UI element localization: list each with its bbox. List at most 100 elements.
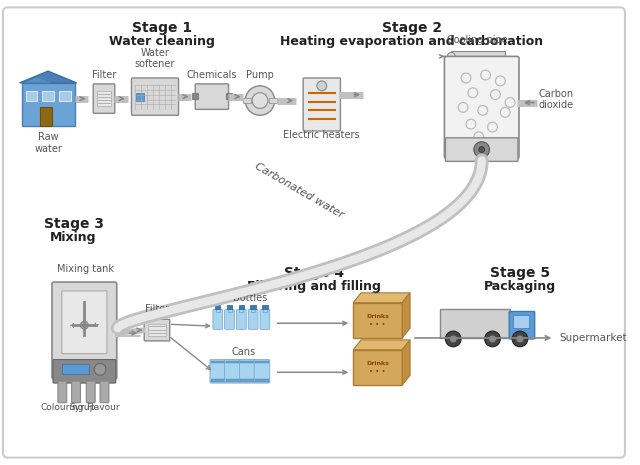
FancyBboxPatch shape (303, 78, 340, 131)
Bar (62, 365, 89, 374)
FancyBboxPatch shape (248, 310, 258, 329)
Polygon shape (402, 293, 410, 338)
Text: Syrup: Syrup (69, 403, 95, 412)
Bar (136, 93, 144, 100)
FancyBboxPatch shape (3, 7, 625, 458)
Text: Bottles: Bottles (233, 292, 268, 303)
FancyBboxPatch shape (52, 282, 116, 379)
Polygon shape (20, 71, 77, 83)
Text: Chemicals: Chemicals (187, 70, 237, 80)
Bar (243, 98, 251, 104)
Text: Heating evaporation and carbonation: Heating evaporation and carbonation (280, 34, 543, 47)
Text: Stage 5: Stage 5 (490, 266, 550, 280)
Bar (226, 93, 232, 99)
FancyBboxPatch shape (100, 381, 109, 403)
Bar (269, 98, 276, 104)
Polygon shape (24, 77, 51, 83)
Text: Electric heaters: Electric heaters (284, 130, 360, 140)
FancyBboxPatch shape (445, 138, 518, 161)
Bar (226, 360, 239, 364)
Circle shape (245, 86, 275, 115)
Text: Cooling pipe: Cooling pipe (447, 35, 508, 45)
Text: Flavour: Flavour (86, 403, 120, 412)
Bar (263, 306, 267, 312)
FancyBboxPatch shape (210, 359, 226, 383)
FancyBboxPatch shape (444, 56, 519, 159)
Text: Carbonated water: Carbonated water (253, 161, 346, 220)
Text: Mixing tank: Mixing tank (57, 264, 114, 274)
Circle shape (252, 93, 268, 108)
Bar (513, 315, 529, 328)
Bar (26, 91, 37, 100)
Bar (97, 91, 111, 106)
FancyBboxPatch shape (131, 78, 179, 115)
FancyBboxPatch shape (236, 310, 246, 329)
Bar (192, 93, 198, 99)
Circle shape (317, 81, 326, 91)
FancyBboxPatch shape (254, 359, 270, 383)
Text: Filter: Filter (145, 305, 169, 314)
Bar (251, 306, 255, 312)
FancyBboxPatch shape (72, 381, 81, 403)
Bar (440, 309, 510, 338)
FancyBboxPatch shape (509, 312, 534, 339)
Bar (59, 91, 70, 100)
FancyBboxPatch shape (239, 359, 255, 383)
FancyBboxPatch shape (195, 84, 228, 109)
FancyBboxPatch shape (62, 291, 107, 354)
Text: Water cleaning: Water cleaning (109, 34, 215, 47)
Circle shape (81, 321, 88, 329)
Polygon shape (353, 293, 410, 303)
Circle shape (488, 335, 497, 343)
Bar (255, 379, 269, 382)
Circle shape (449, 335, 457, 343)
Text: Stage 1: Stage 1 (132, 21, 192, 35)
Text: Carbon
dioxide: Carbon dioxide (539, 89, 573, 110)
Text: Stage 3: Stage 3 (44, 217, 104, 231)
FancyBboxPatch shape (260, 310, 270, 329)
FancyBboxPatch shape (58, 381, 67, 403)
Text: Stage 4: Stage 4 (284, 266, 344, 280)
Circle shape (94, 364, 106, 375)
Bar (239, 305, 244, 309)
Bar (255, 360, 269, 364)
Circle shape (512, 331, 528, 347)
Text: Mixing: Mixing (51, 231, 97, 244)
FancyBboxPatch shape (144, 319, 170, 341)
Bar (226, 379, 239, 382)
Bar (22, 83, 75, 126)
Text: Supermarket: Supermarket (559, 333, 627, 343)
Bar (353, 303, 402, 338)
Text: • • •: • • • (369, 322, 386, 328)
Bar (216, 306, 220, 312)
Bar (215, 305, 220, 309)
Text: • • •: • • • (369, 369, 386, 375)
Text: Packaging: Packaging (484, 280, 556, 293)
Circle shape (445, 331, 461, 347)
Circle shape (479, 146, 484, 153)
FancyBboxPatch shape (213, 310, 223, 329)
Circle shape (447, 53, 455, 60)
Text: Water
softener: Water softener (135, 47, 175, 69)
Circle shape (474, 142, 490, 158)
Bar (42, 91, 54, 100)
Text: Stage 2: Stage 2 (382, 21, 442, 35)
Bar (228, 306, 232, 312)
Bar (262, 305, 268, 309)
Bar (250, 305, 256, 309)
Text: Filtering and filling: Filtering and filling (247, 280, 381, 293)
Bar (211, 379, 225, 382)
Polygon shape (353, 340, 410, 350)
Bar (40, 107, 52, 126)
Bar (241, 379, 254, 382)
Text: Drinks: Drinks (366, 361, 389, 366)
Bar (227, 305, 232, 309)
Polygon shape (402, 340, 410, 385)
Bar (239, 306, 243, 312)
Bar (211, 360, 225, 364)
FancyBboxPatch shape (93, 84, 115, 113)
Text: Raw
water: Raw water (34, 132, 62, 153)
Circle shape (516, 335, 524, 343)
Text: Drinks: Drinks (366, 314, 389, 319)
Circle shape (484, 331, 500, 347)
